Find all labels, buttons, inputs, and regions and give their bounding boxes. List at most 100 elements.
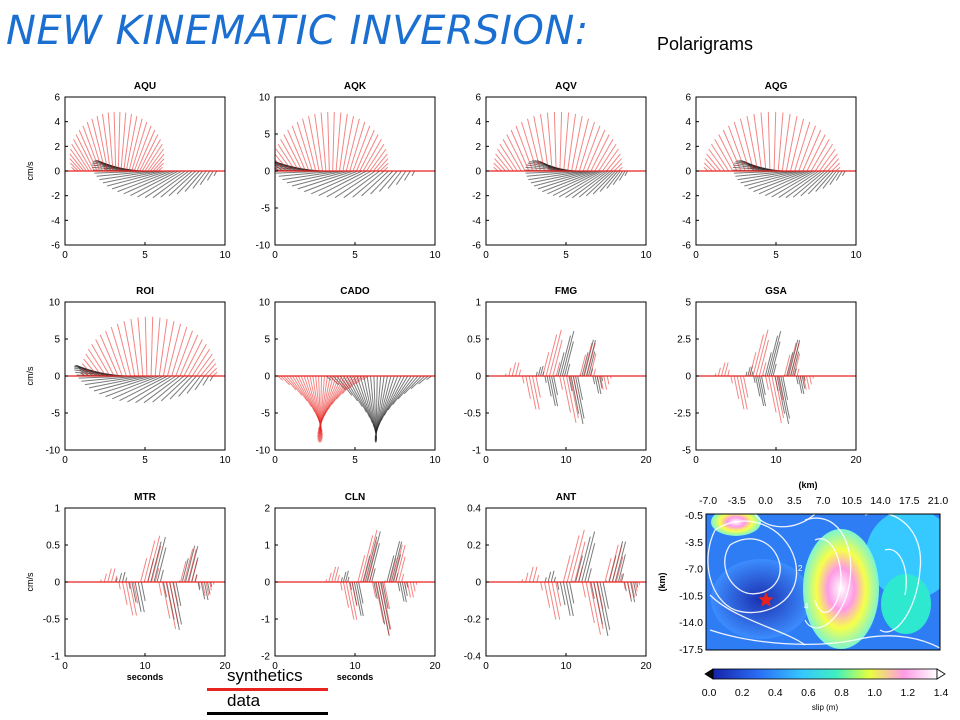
synthetics-polarigram-line (366, 143, 385, 172)
data-polarigram-line (835, 170, 843, 181)
synthetics-polarigram-line (169, 581, 179, 624)
y-tick-label: -10 (46, 446, 61, 457)
x-tick-label: 5 (773, 250, 779, 261)
data-polarigram-line (353, 581, 362, 616)
high-slip-patch (711, 514, 761, 536)
synthetics-polarigram-line (355, 375, 366, 385)
map-y-tick-label: -0.5 (685, 510, 703, 522)
data-polarigram-line (737, 170, 796, 181)
data-polarigram-line (304, 170, 359, 193)
panel-plot-area (65, 535, 225, 630)
synthetics-polarigram-line (102, 113, 111, 172)
synthetics-polarigram-line (722, 129, 742, 172)
data-polarigram-line (841, 170, 846, 177)
synthetics-polarigram-line (574, 541, 586, 583)
synthetics-polarigram-line (372, 581, 377, 598)
data-polarigram-line (84, 375, 143, 386)
data-polarigram-line (375, 581, 386, 625)
y-tick-label: -4 (51, 216, 60, 227)
synthetics-polarigram-line (345, 581, 355, 620)
synthetics-polarigram-line (708, 148, 726, 172)
synthetics-polarigram-line (717, 367, 721, 377)
data-polarigram-line (282, 170, 341, 181)
x-axis-label: seconds (337, 672, 374, 682)
slide-subtitle: Polarigrams (657, 34, 754, 54)
y-tick-label: 5 (685, 298, 691, 309)
panel-ant: ANT -0.4 -0.2 0 0.2 0.4 0 10 20 (464, 492, 652, 672)
data-polarigram-line (127, 375, 172, 403)
synthetics-polarigram-line (578, 121, 595, 172)
y-tick-label: 4 (685, 117, 691, 128)
data-polarigram-line (601, 375, 604, 381)
data-polarigram-line (213, 170, 218, 177)
x-tick-label: 5 (352, 455, 358, 466)
synthetics-polarigram-line (749, 352, 757, 377)
synthetics-polarigram-line (790, 342, 800, 377)
data-polarigram-line (202, 375, 210, 386)
synthetics-polarigram-line (746, 116, 759, 172)
synthetics-polarigram-line (195, 353, 213, 377)
synthetics-polarigram-line (162, 321, 175, 377)
synthetics-polarigram-line (283, 134, 303, 172)
synthetics-polarigram-line (506, 134, 526, 172)
data-polarigram-line (740, 170, 799, 184)
map-x-tick-label: 21.0 (928, 495, 949, 507)
data-polarigram-line (559, 581, 566, 606)
panel-gsa: GSA -5 -2.5 0 2.5 5 0 10 20 (674, 286, 862, 466)
synthetics-polarigram-line (87, 348, 107, 377)
synthetics-polarigram-line (275, 158, 286, 172)
synthetics-polarigram-line (172, 581, 179, 607)
data-polarigram-line (569, 581, 575, 604)
synthetics-polarigram-line (85, 353, 103, 377)
data-polarigram-line (347, 576, 350, 583)
slip-distribution-map: 2 4 -7.0 -3.5 0.0 3.5 7.0 10.5 14.0 17.5 21.0 (km) -… (657, 480, 949, 712)
synthetics-polarigram-line (823, 153, 838, 172)
data-polarigram-line (88, 375, 148, 389)
data-polarigram-line (553, 375, 558, 396)
high-slip-patch (803, 529, 879, 649)
data-polarigram-line (362, 555, 371, 583)
synthetics-polarigram-line (345, 118, 360, 172)
y-tick-label: 0.4 (467, 504, 481, 515)
data-polarigram-line (788, 339, 799, 377)
synthetics-polarigram-line (511, 362, 517, 377)
data-polarigram-line (81, 375, 139, 382)
panel-plot-area (275, 529, 435, 636)
synthetics-polarigram-line (827, 158, 840, 172)
data-polarigram-line (559, 335, 571, 377)
y-tick-label: 6 (685, 93, 691, 104)
map-x-tick-label: 10.5 (842, 495, 863, 507)
data-polarigram-line (122, 571, 126, 583)
synthetics-polarigram-line (82, 125, 101, 172)
y-tick-label: 0 (475, 167, 481, 178)
x-tick-label: 5 (352, 250, 358, 261)
map-x-tick-label: -7.0 (699, 495, 717, 507)
synthetics-polarigram-line (508, 367, 512, 377)
data-polarigram-line (379, 170, 398, 192)
data-polarigram-line (359, 375, 376, 432)
synthetics-polarigram-line (755, 329, 769, 377)
panel-plot-area (696, 111, 856, 199)
synthetics-polarigram-line (143, 540, 156, 583)
y-tick-label: 0.5 (467, 335, 481, 346)
y-tick-label: -5 (682, 446, 691, 457)
data-polarigram-line (542, 170, 597, 193)
map-x-tick-label: 14.0 (870, 495, 891, 507)
synthetics-polarigram-line (578, 566, 583, 583)
synthetics-polarigram-line (549, 329, 562, 377)
synthetics-polarigram-line (704, 158, 717, 172)
data-polarigram-line (761, 375, 766, 396)
synthetics-polarigram-line (703, 166, 709, 172)
synthetics-polarigram-line (123, 113, 132, 172)
data-polarigram-line (528, 170, 587, 181)
data-polarigram-line (106, 170, 165, 187)
synthetics-polarigram-line (379, 162, 389, 172)
synthetics-polarigram-line (552, 339, 563, 377)
data-polarigram-line (137, 170, 183, 198)
y-tick-label: 0 (54, 167, 60, 178)
x-tick-label: 10 (139, 661, 151, 672)
panel-plot-area (486, 529, 646, 636)
data-polarigram-line (386, 555, 395, 583)
data-polarigram-line (797, 375, 803, 394)
y-tick-label: 4 (54, 117, 60, 128)
